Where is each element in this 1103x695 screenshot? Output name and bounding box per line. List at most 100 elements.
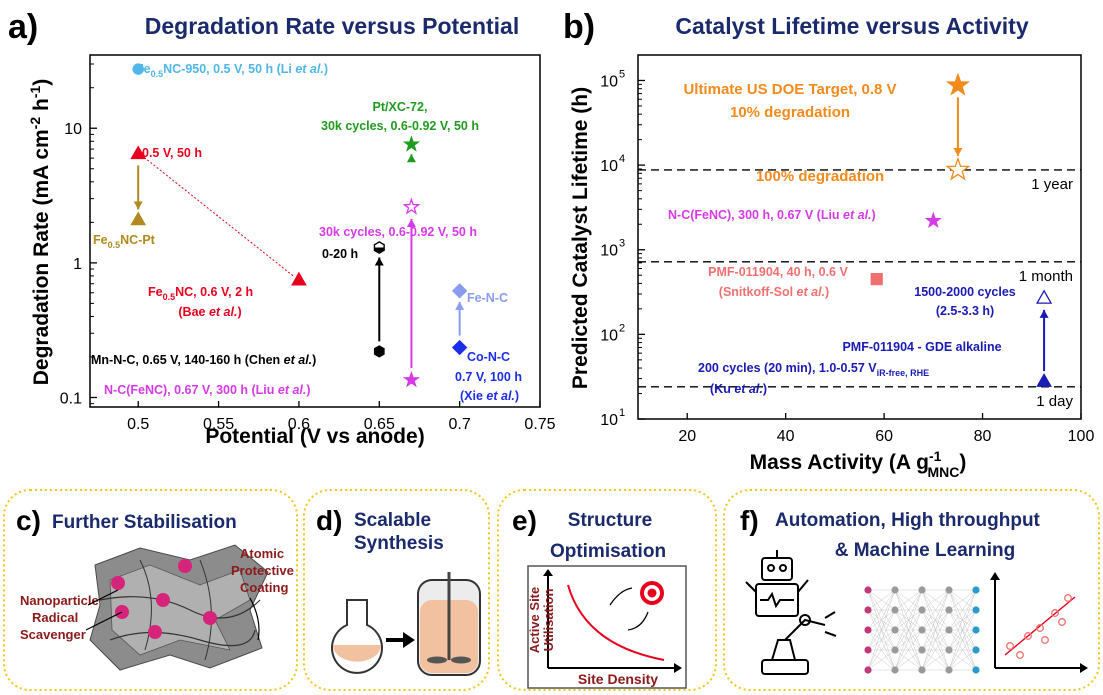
arrow-right-icon [386, 632, 415, 648]
nn-node [972, 626, 980, 634]
pointer-line [87, 589, 119, 606]
nn-edge [867, 629, 896, 671]
label-30k-cycles: 30k cycles, 0.6-0.92 V, 50 h [319, 225, 477, 239]
b-point-3 [870, 272, 883, 286]
mini-xlabel: Site Density [578, 671, 658, 687]
nanoparticle-dot [148, 625, 162, 639]
neural-network-icon [864, 586, 980, 674]
panel-e-letter: e) [512, 505, 537, 536]
nn-edge [867, 589, 896, 631]
panel-d: d) Scalable Synthesis [303, 489, 490, 691]
b-xtick-label: 80 [974, 428, 992, 445]
nn-edge [894, 649, 923, 671]
nn-node [918, 646, 926, 654]
nn-node [891, 586, 899, 594]
a-point-2 [130, 211, 147, 226]
panel-e-title-2: Optimisation [550, 541, 666, 562]
nn-node [891, 646, 899, 654]
b-xtick-label: 40 [777, 428, 795, 445]
b-ytick-exponent: 1 [619, 407, 625, 419]
label-0-20h: 0-20 h [322, 247, 358, 261]
b-ytick-exponent: 3 [619, 238, 625, 250]
b-ytick-label: 10 [600, 412, 618, 429]
b-ytick-exponent: 5 [619, 68, 625, 80]
b-ytick-exponent: 4 [619, 153, 625, 165]
panel-b-plot-frame [637, 54, 1082, 420]
label-co-n-c: Co-N-C [467, 350, 510, 364]
nn-edge [948, 609, 977, 671]
a-dotted-connector [143, 157, 294, 277]
nn-node [945, 606, 953, 614]
nn-edge [921, 589, 950, 611]
mini-ylabel-2: Utilisation [541, 589, 556, 652]
nanoparticle-dot [203, 611, 217, 625]
label-scavenger: Scavenger [20, 627, 86, 642]
nanoparticle-dot [111, 576, 125, 590]
label-n-c-fenc: N-C(FeNC), 0.67 V, 300 h (Liu et al.) [104, 383, 311, 397]
nn-edge [867, 589, 896, 611]
a-xtick-label: 0.55 [203, 416, 234, 433]
panel-a-plot-frame [89, 54, 541, 408]
reactor-icon [417, 572, 481, 676]
nn-node [972, 606, 980, 614]
panel-d-border [303, 489, 490, 691]
a-xtick-label: 0.5 [127, 416, 149, 433]
label-fe-nc-bae: Fe0.5NC, 0.6 V, 2 h [148, 285, 253, 302]
panel-a: a) Degradation Rate versus Potential 0.5… [8, 8, 556, 448]
panel-a-xlabel: Potential (V vs anode) [205, 425, 424, 448]
nn-edge [948, 649, 977, 671]
label-mn-n-c: Mn-N-C, 0.65 V, 140-160 h (Chen et al.) [91, 353, 316, 367]
panel-b-ylabel: Predicted Catalyst Lifetime (h) [569, 87, 592, 389]
panel-b-title: Catalyst Lifetime versus Activity [675, 13, 1028, 39]
nn-node [918, 606, 926, 614]
mini-x-arrow-icon [674, 663, 682, 673]
label-pt-xc72-1: Pt/XC-72, [373, 100, 428, 114]
panel-f-title-2: & Machine Learning [835, 540, 1016, 561]
panel-b-points [870, 72, 1053, 387]
a-xtick-label: 0.7 [449, 416, 471, 433]
mini-ylabel-1: Active Site [527, 587, 542, 653]
b-point-1 [945, 156, 971, 181]
label-bae-citation: (Bae et al.) [178, 305, 241, 319]
label-pt-xc72-2: 30k cycles, 0.6-0.92 V, 50 h [321, 119, 479, 133]
label-doe-target: Ultimate US DOE Target, 0.8 V [683, 81, 896, 98]
a-arrow-ptxc-head [406, 154, 416, 163]
label-2-5h: (2.5-3.3 h) [936, 304, 994, 318]
nn-edge [921, 589, 950, 651]
nn-node [891, 606, 899, 614]
nn-edge [867, 589, 896, 651]
b-point-2 [924, 211, 942, 229]
panel-e-border [497, 489, 717, 691]
panel-b-letter: b) [563, 8, 595, 46]
nn-edge [921, 649, 950, 671]
label-radical: Radical [32, 610, 78, 625]
b-arrow-gde-head [1039, 309, 1049, 318]
label-1500-cycles: 1500-2000 cycles [914, 285, 1016, 299]
a-arrow-co-fe-head [455, 301, 465, 310]
a-arrow-fenc-head [406, 219, 416, 228]
b-refline-label-0: 1 year [1031, 176, 1073, 193]
mini-trend-curve [567, 584, 665, 661]
panel-d-letter: d) [316, 505, 342, 536]
panel-e: e) Structure Optimisation Active Site Ut… [497, 489, 717, 691]
b-refline-label-1: 1 month [1019, 268, 1073, 285]
a-point-10 [451, 339, 468, 356]
nn-edge [948, 629, 977, 671]
a-xtick-label: 0.75 [524, 416, 555, 433]
robotic-arm-icon [761, 611, 837, 675]
label-coating: Coating [240, 580, 288, 595]
nn-node [945, 586, 953, 594]
nn-node [972, 586, 980, 594]
b-ytick-label: 10 [600, 158, 618, 175]
b-xtick-label: 20 [678, 428, 696, 445]
panel-b-reference-lines: 1 year 1 month 1 day [638, 169, 1081, 410]
mini-y-arrow-icon [543, 569, 553, 576]
a-arrow-fe-pt-head [133, 201, 143, 210]
label-snitkoff-sol: (Snitkoff-Sol et al.) [719, 285, 829, 299]
nn-edge [948, 589, 977, 631]
nn-node [891, 626, 899, 634]
label-pmf-40h: PMF-011904, 40 h, 0.6 V [708, 265, 848, 279]
label-atomic: Atomic [240, 546, 284, 561]
label-b-n-c-fenc: N-C(FeNC), 300 h, 0.67 V (Liu et al.) [668, 208, 876, 222]
